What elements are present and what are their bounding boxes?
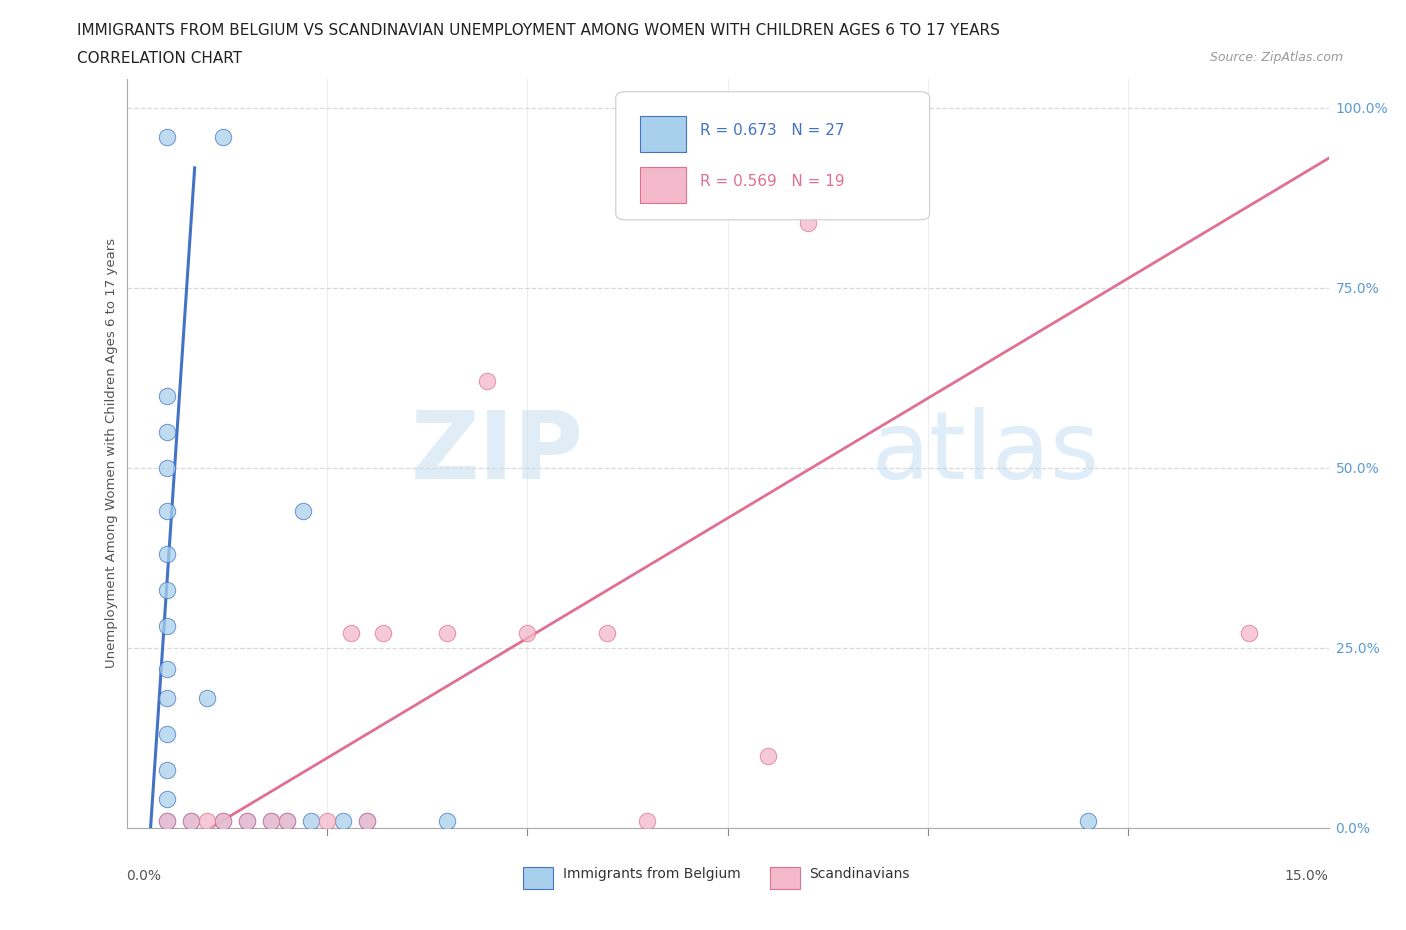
Point [155, 503, 177, 518]
Point [155, 460, 177, 475]
Point [796, 216, 818, 231]
Point [260, 813, 283, 828]
Point [436, 813, 458, 828]
Point [756, 749, 779, 764]
Text: CORRELATION CHART: CORRELATION CHART [77, 51, 242, 66]
Point [195, 813, 218, 828]
Point [180, 813, 202, 828]
Point [155, 813, 177, 828]
Text: ZIP: ZIP [411, 407, 583, 499]
Point [155, 791, 177, 806]
Point [155, 763, 177, 777]
Point [436, 626, 458, 641]
Text: R = 0.569   N = 19: R = 0.569 N = 19 [700, 174, 845, 189]
Point [155, 691, 177, 706]
Text: 15.0%: 15.0% [1285, 869, 1329, 883]
Bar [769, 867, 800, 889]
Bar [640, 115, 686, 152]
Point [155, 618, 177, 633]
Point [276, 813, 298, 828]
Point [211, 813, 233, 828]
Point [155, 583, 177, 598]
Text: IMMIGRANTS FROM BELGIUM VS SCANDINAVIAN UNEMPLOYMENT AMONG WOMEN WITH CHILDREN A: IMMIGRANTS FROM BELGIUM VS SCANDINAVIAN … [77, 23, 1000, 38]
Point [636, 813, 658, 828]
Point [155, 726, 177, 741]
Y-axis label: Unemployment Among Women with Children Ages 6 to 17 years: Unemployment Among Women with Children A… [105, 238, 118, 669]
Point [356, 813, 378, 828]
Point [211, 813, 233, 828]
Point [291, 503, 314, 518]
Point [315, 813, 337, 828]
Point [155, 813, 177, 828]
Point [235, 813, 259, 828]
Point [1237, 626, 1260, 641]
Point [235, 813, 259, 828]
Point [516, 626, 538, 641]
Text: R = 0.673   N = 27: R = 0.673 N = 27 [700, 123, 845, 139]
Point [155, 547, 177, 562]
Point [340, 626, 363, 641]
Point [180, 813, 202, 828]
Point [332, 813, 354, 828]
Point [260, 813, 283, 828]
Text: atlas: atlas [872, 407, 1099, 499]
Point [155, 662, 177, 677]
Text: Scandinavians: Scandinavians [810, 867, 910, 881]
Bar [640, 166, 686, 203]
Text: 0.0%: 0.0% [127, 869, 162, 883]
Point [371, 626, 394, 641]
Point [155, 424, 177, 439]
Point [475, 374, 498, 389]
Point [211, 129, 233, 144]
Point [356, 813, 378, 828]
Point [195, 691, 218, 706]
Point [1077, 813, 1099, 828]
Point [276, 813, 298, 828]
FancyBboxPatch shape [616, 92, 929, 219]
Point [596, 626, 619, 641]
Point [155, 129, 177, 144]
Point [299, 813, 322, 828]
Text: Source: ZipAtlas.com: Source: ZipAtlas.com [1209, 51, 1343, 64]
Point [155, 389, 177, 404]
Text: Immigrants from Belgium: Immigrants from Belgium [562, 867, 741, 881]
Bar [523, 867, 554, 889]
